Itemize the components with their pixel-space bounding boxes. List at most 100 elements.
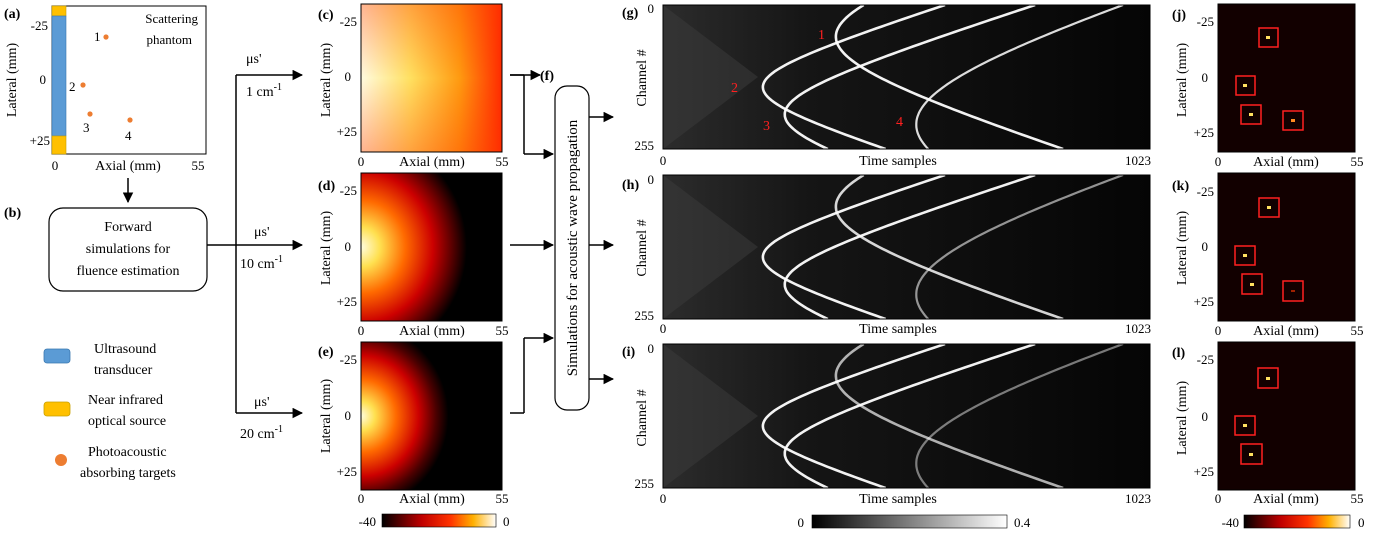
- legend-targets-line-2: absorbing targets: [80, 466, 176, 481]
- recon-3-spot-3: [1249, 453, 1253, 456]
- recon-1-ytick-2: 0: [1202, 70, 1209, 85]
- signal-1-xtick-2: 1023: [1125, 153, 1151, 168]
- signal-1-xtick-1: 0: [660, 153, 667, 168]
- recon-1-box-1: [1258, 27, 1279, 48]
- recon-3-ytick-1: -25: [1197, 352, 1214, 367]
- signal-3-ytick-1: 0: [648, 341, 655, 356]
- wavefront-curve-1: [834, 3, 1064, 151]
- fluence-3-xtick-2: 55: [496, 491, 509, 506]
- recon-1-ytick-1: -25: [1197, 14, 1214, 29]
- recon-colorbar: [1243, 514, 1351, 529]
- recon-1-box-3: [1240, 104, 1262, 125]
- signal-2-ytick-1: 0: [648, 172, 655, 187]
- legend-transducer-swatch: [43, 348, 71, 364]
- panel-g-label: (g): [622, 6, 639, 21]
- phantom-ytick-2: 0: [40, 72, 47, 87]
- phantom-ytick-1: -25: [31, 18, 48, 33]
- legend-source-swatch: [43, 401, 71, 417]
- fluence-2-ytick-1: -25: [340, 183, 357, 198]
- target-label-1: 1: [94, 29, 101, 44]
- panel-c-label: (c): [318, 8, 334, 23]
- recon-2-xtick-2: 55: [1351, 323, 1364, 338]
- fluence-2-xtick-2: 55: [496, 323, 509, 338]
- target-dot-3: [87, 111, 93, 117]
- recon-1-xlabel: Axial (mm): [1253, 155, 1319, 170]
- recon-2-ytick-1: -25: [1197, 184, 1214, 199]
- phantom-ytick-3: +25: [30, 133, 50, 148]
- mu-value-2: 10 cm-1: [240, 254, 283, 272]
- recon-3-spot-2: [1243, 424, 1247, 427]
- panel-c: (c) -25 0 +25 0 55 Axial (mm) Lateral (m…: [318, 3, 509, 170]
- recon-2-ytick-3: +25: [1194, 294, 1214, 309]
- near-field-artifact: [663, 175, 758, 319]
- signal-frame: [662, 174, 1151, 320]
- target-label-2: 2: [69, 79, 76, 94]
- fluence-1-xlabel: Axial (mm): [399, 155, 465, 170]
- signal-frame: [662, 4, 1151, 150]
- fluence-3-ytick-2: 0: [345, 408, 352, 423]
- phantom-xtick-1: 0: [52, 158, 59, 173]
- fluence-2-xlabel: Axial (mm): [399, 324, 465, 339]
- fluence-map-2: [361, 173, 502, 321]
- recon-1-spot-2: [1243, 84, 1247, 87]
- panel-a-label: (a): [4, 7, 21, 22]
- wavefront-curve-3: [783, 342, 1036, 490]
- fluence-1-ytick-1: -25: [340, 14, 357, 29]
- recon-2-spot-3: [1250, 283, 1254, 286]
- near-field-artifact: [663, 344, 758, 488]
- panel-i-label: (i): [622, 345, 636, 360]
- fluence-map-1-edge: [361, 4, 502, 152]
- fluence-2-ytick-3: +25: [337, 294, 357, 309]
- recon-3-xtick-1: 0: [1215, 491, 1222, 506]
- recon-3-ytick-2: 0: [1202, 409, 1209, 424]
- target-dot-1: [103, 34, 109, 40]
- near-field-artifact: [663, 5, 758, 149]
- recon-2-box-2: [1234, 245, 1256, 266]
- recon-2-xtick-1: 0: [1215, 323, 1222, 338]
- phantom-title-2: phantom: [147, 32, 193, 47]
- panel-j-label: (j): [1172, 8, 1186, 23]
- recon-2-box-4: [1282, 280, 1304, 302]
- recon-3-ylabel: Lateral (mm): [1175, 381, 1190, 456]
- recon-3-box-3: [1240, 443, 1263, 465]
- mu-value-1: 1 cm-1: [246, 82, 282, 100]
- signal-3-ytick-2: 255: [635, 476, 655, 491]
- recon-3-spot-1: [1266, 377, 1270, 380]
- phantom-xlabel: Axial (mm): [95, 159, 161, 174]
- recon-map-1: [1217, 3, 1356, 153]
- wavefront-label-4: 4: [896, 115, 903, 130]
- wavefront-curve-4: [915, 3, 1124, 150]
- panel-k-label: (k): [1172, 179, 1189, 194]
- signal-3-xlabel: Time samples: [859, 492, 937, 507]
- recon-1-spot-1: [1266, 36, 1270, 39]
- legend-source-line-1: Near infrared: [88, 393, 163, 408]
- phantom-title-1: Scattering: [145, 11, 198, 26]
- forward-box-line-2: simulations for: [86, 242, 171, 257]
- ultrasound-transducer: [51, 15, 67, 137]
- signal-frame: [662, 343, 1151, 489]
- signal-plot-3: [662, 342, 1151, 490]
- acoustic-box-text: Simulations for acoustic wave propagatio…: [565, 119, 581, 376]
- signal-plot-1: [662, 3, 1151, 151]
- recon-2-ylabel: Lateral (mm): [1175, 211, 1190, 286]
- panel-h-label: (h): [622, 178, 639, 193]
- recon-colorbar-min: -40: [1222, 515, 1239, 530]
- wavefront-curve-3: [783, 3, 1036, 151]
- optical-source-bottom: [51, 135, 67, 155]
- recon-colorbar-max: 0: [1358, 515, 1365, 530]
- wavefront-curve-2: [761, 173, 946, 321]
- signal-panels: (g) 0 255 0 1023 Time samples Channel # …: [622, 1, 1151, 530]
- signal-3-xtick-2: 1023: [1125, 491, 1151, 506]
- phantom-xtick-2: 55: [192, 158, 205, 173]
- recon-2-box-1: [1258, 197, 1280, 218]
- mu-value-1-text: 1 cm: [246, 85, 274, 100]
- wavefront-curve-3: [783, 173, 1036, 321]
- fluence-colorbar-max: 0: [503, 514, 510, 529]
- recon-2-targets: [1234, 197, 1304, 302]
- merge-arrows: [510, 69, 555, 414]
- panel-f: (f) Simulations for acoustic wave propag…: [540, 69, 615, 411]
- legend-transducer-line-1: Ultrasound: [94, 342, 156, 357]
- signal-1-xlabel: Time samples: [859, 154, 937, 169]
- fluence-3-ytick-3: +25: [337, 464, 357, 479]
- signal-2-xtick-2: 1023: [1125, 321, 1151, 336]
